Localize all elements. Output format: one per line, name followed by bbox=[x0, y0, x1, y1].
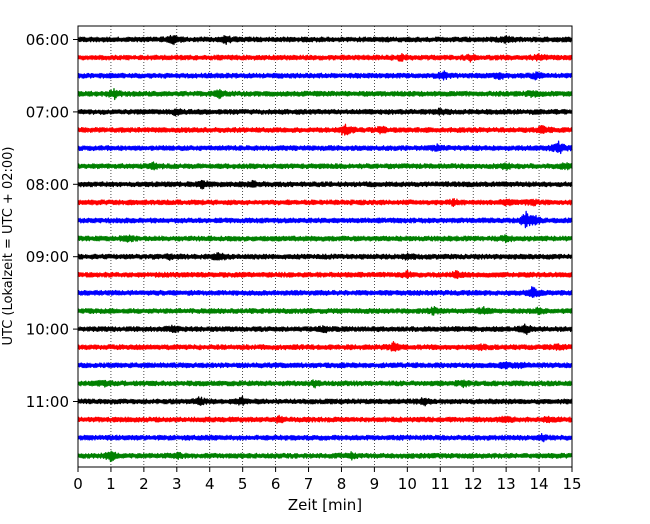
y-tick-label: 11:00 bbox=[26, 393, 69, 411]
x-tick-label: 5 bbox=[238, 475, 248, 493]
plot-frame bbox=[77, 25, 573, 468]
y-tick-label: 10:00 bbox=[26, 321, 69, 339]
x-tick-label: 11 bbox=[431, 475, 450, 493]
x-tick-label: 14 bbox=[530, 475, 549, 493]
trace-line bbox=[77, 286, 573, 299]
y-tick-label: 09:00 bbox=[26, 248, 69, 266]
trace-layer bbox=[77, 34, 573, 463]
trace-line bbox=[77, 88, 573, 101]
x-tick-label: 8 bbox=[337, 475, 347, 493]
x-tick-label: 9 bbox=[370, 475, 380, 493]
x-tick-label: 10 bbox=[398, 475, 417, 493]
trace-line bbox=[77, 70, 573, 81]
y-axis: 06:00 07:00 08:00 09:00 10:00 11:00 bbox=[26, 31, 78, 411]
x-tick-label: 0 bbox=[73, 475, 83, 493]
y-axis-label: UTC (Lokalzeit = UTC + 02:00) bbox=[1, 147, 16, 346]
trace-line bbox=[77, 107, 573, 117]
trace-line bbox=[77, 34, 573, 46]
x-tick-label: 6 bbox=[271, 475, 281, 493]
trace-line bbox=[77, 414, 573, 424]
trace-line bbox=[77, 140, 573, 155]
trace-line bbox=[77, 269, 573, 280]
trace-line bbox=[77, 305, 573, 316]
trace-line bbox=[77, 323, 573, 336]
trace-line bbox=[77, 234, 573, 244]
y-tick-label: 06:00 bbox=[26, 31, 69, 49]
trace-line bbox=[77, 52, 573, 63]
x-tick-label: 15 bbox=[562, 475, 581, 493]
x-tick-label: 12 bbox=[464, 475, 483, 493]
trace-line bbox=[77, 252, 573, 261]
trace-line bbox=[77, 341, 573, 352]
trace-line bbox=[77, 123, 573, 136]
y-tick-label: 08:00 bbox=[26, 176, 69, 194]
trace-line bbox=[77, 433, 573, 443]
x-tick-label: 1 bbox=[106, 475, 116, 493]
x-tick-label: 3 bbox=[172, 475, 182, 493]
trace-line bbox=[77, 179, 573, 190]
x-tick-label: 13 bbox=[497, 475, 516, 493]
y-tick-label: 07:00 bbox=[26, 103, 69, 121]
trace-line bbox=[77, 395, 573, 407]
x-tick-label: 2 bbox=[139, 475, 149, 493]
x-axis: 0 1 2 3 4 5 6 7 8 9 10 11 12 13 14 15 bbox=[73, 467, 582, 493]
x-tick-label: 4 bbox=[205, 475, 215, 493]
trace-line bbox=[77, 161, 573, 171]
trace-line bbox=[77, 210, 573, 229]
trace-line bbox=[77, 450, 573, 463]
trace-line bbox=[77, 361, 573, 370]
trace-line bbox=[77, 379, 573, 389]
trace-line bbox=[77, 197, 573, 208]
x-axis-label: Zeit [min] bbox=[288, 496, 362, 514]
x-tick-label: 7 bbox=[304, 475, 314, 493]
